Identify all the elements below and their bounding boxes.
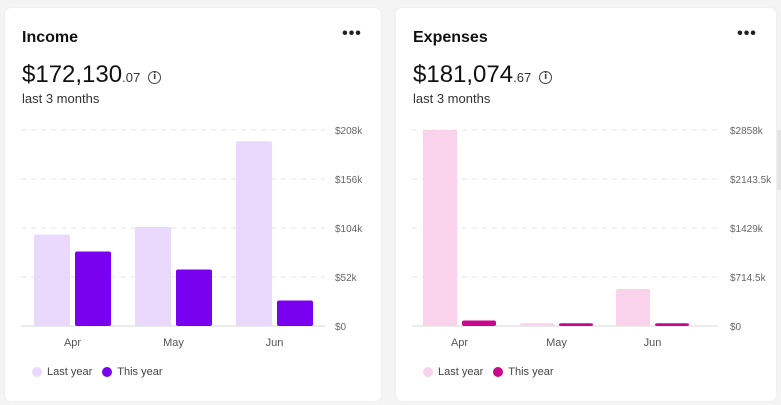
x-tick-label: Apr [64, 337, 81, 349]
bar-this-year-may[interactable] [559, 323, 593, 326]
info-icon[interactable]: i [539, 71, 553, 84]
x-tick-label: May [546, 337, 567, 349]
more-options-button[interactable]: ••• [342, 25, 362, 42]
y-tick-label: $104k [335, 224, 363, 235]
y-tick-label: $0 [335, 322, 347, 333]
y-tick-label: $2858k [730, 126, 764, 137]
x-tick-label: Jun [644, 337, 662, 349]
info-icon[interactable]: i [148, 71, 162, 84]
bar-last-year-may[interactable] [135, 227, 171, 326]
expenses-card: Expenses ••• $181,074.67 i last 3 months … [396, 8, 776, 401]
bar-this-year-may[interactable] [176, 269, 212, 326]
expenses-chart: $0 $714.5k $1429k $2143.5k $2858k Apr May Jun [396, 118, 776, 358]
card-title: Income [22, 29, 79, 46]
legend-label: This year [508, 366, 554, 378]
legend-dot-icon [102, 367, 113, 377]
expenses-bar-chart: $0 $714.5k $1429k $2143.5k $2858k Apr May Jun [412, 126, 772, 349]
income-bar-chart: $0 $52k $104k $156k $208k Apr May Jun [21, 126, 363, 349]
y-tick-label: $208k [335, 126, 363, 137]
bar-last-year-jun[interactable] [616, 288, 650, 326]
legend-label: Last year [47, 366, 93, 378]
y-tick-label: $714.5k [730, 273, 767, 284]
period-label: last 3 months [22, 91, 100, 106]
legend-dot-icon [32, 367, 42, 377]
bar-this-year-jun[interactable] [277, 300, 313, 326]
legend-dot-icon [493, 367, 504, 377]
bar-last-year-jun[interactable] [236, 141, 272, 326]
legend-label: This year [117, 366, 163, 378]
x-tick-label: Jun [266, 337, 284, 349]
y-tick-label: $1429k [730, 224, 764, 235]
card-title: Expenses [413, 29, 488, 46]
bar-this-year-apr[interactable] [462, 320, 496, 326]
bar-last-year-apr[interactable] [423, 130, 457, 326]
legend-item-last-year[interactable]: Last year [423, 366, 483, 378]
chart-legend: Last year This year [32, 366, 163, 378]
legend-label: Last year [438, 366, 484, 378]
legend-item-this-year[interactable]: This year [493, 366, 554, 378]
amount-cents: .07 [122, 70, 141, 85]
scrollbar-track[interactable] [777, 130, 781, 190]
x-tick-label: May [163, 337, 184, 349]
y-tick-label: $156k [335, 175, 363, 186]
amount-main: $181,074 [413, 61, 514, 88]
more-options-button[interactable]: ••• [737, 25, 757, 42]
period-label: last 3 months [413, 91, 491, 106]
bar-this-year-apr[interactable] [75, 251, 111, 326]
amount-main: $172,130 [22, 61, 123, 88]
bar-this-year-jun[interactable] [655, 323, 689, 326]
y-tick-label: $52k [335, 273, 358, 284]
income-chart: $0 $52k $104k $156k $208k Apr May Jun [5, 118, 381, 358]
amount-cents: .67 [513, 70, 532, 85]
x-tick-label: Apr [451, 337, 468, 349]
amount-display: $172,130.07 i [22, 61, 162, 89]
chart-legend: Last year This year [423, 366, 554, 378]
legend-item-this-year[interactable]: This year [102, 366, 163, 378]
y-tick-label: $2143.5k [730, 175, 772, 186]
legend-item-last-year[interactable]: Last year [32, 366, 92, 378]
y-tick-label: $0 [730, 322, 742, 333]
bar-last-year-may[interactable] [520, 323, 554, 326]
bar-last-year-apr[interactable] [34, 234, 70, 326]
legend-dot-icon [423, 367, 433, 377]
income-card: Income ••• $172,130.07 i last 3 months $0… [5, 8, 381, 401]
amount-display: $181,074.67 i [413, 61, 553, 89]
